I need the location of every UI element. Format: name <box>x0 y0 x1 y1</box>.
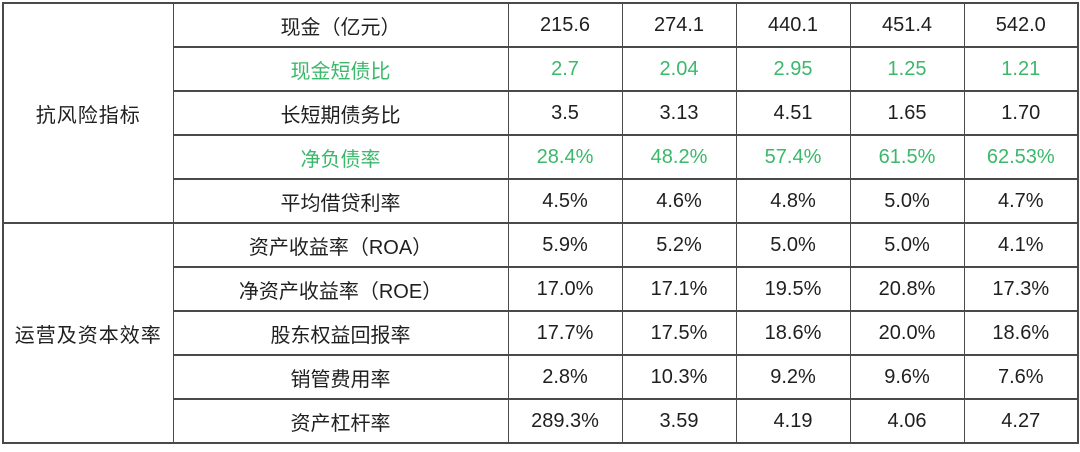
metric-label: 资产收益率（ROA） <box>172 222 509 268</box>
value-cell: 17.5% <box>621 310 737 356</box>
value-cell: 2.95 <box>735 46 851 92</box>
value-cell: 20.8% <box>849 266 965 312</box>
value-cell: 5.9% <box>507 222 623 268</box>
metric-label: 现金短债比 <box>172 46 509 92</box>
value-cell: 9.6% <box>849 354 965 400</box>
metric-label: 资产杠杆率 <box>172 398 509 444</box>
value-cell: 61.5% <box>849 134 965 180</box>
table-row: 平均借贷利率 4.5% 4.6% 4.8% 5.0% 4.7% <box>3 178 1079 224</box>
value-cell: 4.27 <box>963 398 1079 444</box>
table-row: 净负债率 28.4% 48.2% 57.4% 61.5% 62.53% <box>3 134 1079 180</box>
value-cell: 18.6% <box>963 310 1079 356</box>
value-cell: 19.5% <box>735 266 851 312</box>
value-cell: 4.19 <box>735 398 851 444</box>
value-cell: 4.5% <box>507 178 623 224</box>
value-cell: 2.7 <box>507 46 623 92</box>
value-cell: 3.13 <box>621 90 737 136</box>
value-cell: 9.2% <box>735 354 851 400</box>
value-cell: 17.7% <box>507 310 623 356</box>
value-cell: 1.25 <box>849 46 965 92</box>
value-cell: 542.0 <box>963 2 1079 48</box>
value-cell: 48.2% <box>621 134 737 180</box>
value-cell: 4.8% <box>735 178 851 224</box>
table-row: 净资产收益率（ROE） 17.0% 17.1% 19.5% 20.8% 17.3… <box>3 266 1079 312</box>
metric-label: 平均借贷利率 <box>172 178 509 224</box>
group-label-operations-capital-efficiency: 运营及资本效率 <box>2 222 174 444</box>
value-cell: 3.59 <box>621 398 737 444</box>
financial-metrics-table: 抗风险指标 现金（亿元） 215.6 274.1 440.1 451.4 542… <box>2 2 1079 444</box>
value-cell: 17.1% <box>621 266 737 312</box>
value-cell: 4.06 <box>849 398 965 444</box>
value-cell: 274.1 <box>621 2 737 48</box>
metric-label: 销管费用率 <box>172 354 509 400</box>
value-cell: 17.3% <box>963 266 1079 312</box>
group-label-risk-indicators: 抗风险指标 <box>2 2 174 224</box>
table-row: 销管费用率 2.8% 10.3% 9.2% 9.6% 7.6% <box>3 354 1079 400</box>
table-row: 抗风险指标 现金（亿元） 215.6 274.1 440.1 451.4 542… <box>2 2 1079 224</box>
value-cell: 20.0% <box>849 310 965 356</box>
metric-label: 净负债率 <box>172 134 509 180</box>
value-cell: 440.1 <box>735 2 851 48</box>
value-cell: 1.21 <box>963 46 1079 92</box>
value-cell: 7.6% <box>963 354 1079 400</box>
metric-label: 长短期债务比 <box>172 90 509 136</box>
value-cell: 4.51 <box>735 90 851 136</box>
value-cell: 10.3% <box>621 354 737 400</box>
value-cell: 289.3% <box>507 398 623 444</box>
value-cell: 215.6 <box>507 2 623 48</box>
value-cell: 5.0% <box>735 222 851 268</box>
value-cell: 62.53% <box>963 134 1079 180</box>
value-cell: 5.0% <box>849 222 965 268</box>
table-row: 股东权益回报率 17.7% 17.5% 18.6% 20.0% 18.6% <box>3 310 1079 356</box>
value-cell: 4.1% <box>963 222 1079 268</box>
value-cell: 2.8% <box>507 354 623 400</box>
metric-label: 股东权益回报率 <box>172 310 509 356</box>
value-cell: 4.7% <box>963 178 1079 224</box>
value-cell: 17.0% <box>507 266 623 312</box>
value-cell: 2.04 <box>621 46 737 92</box>
value-cell: 451.4 <box>849 2 965 48</box>
value-cell: 1.70 <box>963 90 1079 136</box>
value-cell: 1.65 <box>849 90 965 136</box>
value-cell: 18.6% <box>735 310 851 356</box>
metric-label: 现金（亿元） <box>172 2 509 48</box>
table-row: 资产杠杆率 289.3% 3.59 4.19 4.06 4.27 <box>3 398 1079 444</box>
value-cell: 4.6% <box>621 178 737 224</box>
metric-label: 净资产收益率（ROE） <box>172 266 509 312</box>
value-cell: 57.4% <box>735 134 851 180</box>
value-cell: 5.2% <box>621 222 737 268</box>
value-cell: 5.0% <box>849 178 965 224</box>
value-cell: 3.5 <box>507 90 623 136</box>
table-row: 现金短债比 2.7 2.04 2.95 1.25 1.21 <box>3 46 1079 92</box>
table-row: 运营及资本效率 资产收益率（ROA） 5.9% 5.2% 5.0% 5.0% 4… <box>2 222 1079 444</box>
value-cell: 28.4% <box>507 134 623 180</box>
table-row: 长短期债务比 3.5 3.13 4.51 1.65 1.70 <box>3 90 1079 136</box>
